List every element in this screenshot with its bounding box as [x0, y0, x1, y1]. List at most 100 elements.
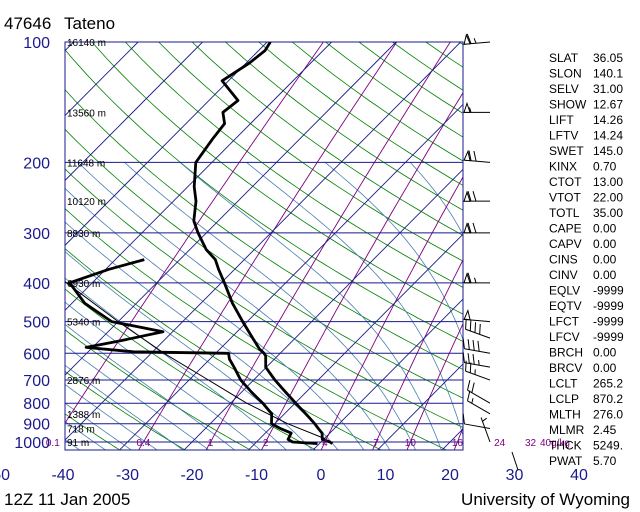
mixing-ratio-label: 40g/kg [540, 438, 570, 449]
index-value: 145.0 [593, 144, 623, 158]
index-value: -9999 [593, 284, 624, 298]
barb-flag [463, 272, 471, 284]
wind-barb [463, 190, 490, 202]
barb-feather [468, 150, 472, 161]
barb-half-feather [478, 360, 480, 366]
barb-feather [473, 150, 477, 162]
pressure-tick-label: 900 [23, 417, 50, 434]
barb-flag [463, 190, 471, 202]
moist-adiabat-line [65, 251, 313, 450]
index-value: 36.05 [593, 51, 623, 65]
barb-feather [469, 362, 472, 373]
index-name: PWAT [549, 454, 583, 468]
height-label: 6930 m [67, 279, 100, 290]
mixing-ratio-label: 2 [263, 438, 269, 449]
mixing-ratio-line [138, 42, 398, 450]
moist-adiabat-line [65, 187, 365, 450]
barb-feather [467, 191, 472, 202]
moist-adiabat-line [65, 421, 107, 450]
isotherm-line [376, 363, 463, 450]
dry-adiabat-line [65, 288, 317, 450]
barb-feather [466, 390, 471, 401]
index-name: CTOT [549, 175, 582, 189]
wind-barb [465, 318, 491, 339]
moist-adiabat-line [65, 301, 262, 450]
temperature-tick-label: 0 [317, 467, 326, 484]
temperature-tick-label: -20 [180, 467, 203, 484]
temperature-tick-label: 40 [570, 467, 588, 484]
pressure-tick-label: 700 [23, 373, 50, 390]
dry-adiabat-line [158, 42, 463, 262]
barb-feather [471, 382, 475, 393]
surface-wind-stub [511, 451, 519, 471]
index-value: 31.00 [593, 82, 623, 96]
wind-barb [463, 101, 490, 113]
mixing-ratio-line [65, 42, 324, 424]
dry-adiabat-line [65, 370, 186, 450]
barb-flag [463, 222, 471, 234]
index-value: 13.00 [593, 175, 623, 189]
dry-adiabat-line [291, 42, 463, 162]
height-label: 11648 m [67, 158, 105, 169]
wind-barb [480, 417, 491, 443]
moist-adiabat-line [324, 162, 463, 341]
wind-barb [465, 360, 491, 381]
isotherm-line [65, 42, 332, 311]
index-name: BRCH [549, 346, 583, 360]
height-label: 91 m [67, 438, 89, 449]
temperature-tick-label: -40 [51, 467, 74, 484]
barb-staff [465, 370, 491, 381]
moist-adiabat-line [179, 162, 442, 450]
moist-adiabat-line [65, 323, 236, 450]
mixing-ratio-line [205, 42, 451, 450]
barb-feather [469, 320, 472, 331]
barb-feather [462, 413, 465, 425]
wind-barb [463, 149, 491, 163]
index-value: 0.00 [593, 222, 617, 236]
pressure-tick-label: 600 [23, 346, 50, 363]
index-name: CAPE [549, 222, 582, 236]
mixing-ratio-label: 16 [452, 438, 464, 449]
index-name: CINV [549, 268, 578, 282]
dry-adiabat-line [65, 168, 463, 428]
barb-staff [480, 417, 491, 443]
station-name: Tateno [64, 14, 115, 33]
temperature-tick-label: 10 [377, 467, 395, 484]
pressure-tick-label: 100 [23, 35, 50, 52]
dry-adiabat-line [65, 248, 383, 450]
height-label: 718 m [67, 424, 95, 435]
index-name: BRCV [549, 361, 582, 375]
index-value: 5.70 [593, 454, 617, 468]
index-value: 870.2 [593, 392, 623, 406]
height-label: 13560 m [67, 108, 106, 119]
barb-feather [467, 222, 472, 233]
dry-adiabat-line [125, 42, 463, 288]
temperature-tick-label: 20 [441, 467, 459, 484]
index-value: 35.00 [593, 206, 623, 220]
mixing-ratio-label: 1 [208, 438, 214, 449]
isotherm-line [65, 42, 139, 117]
barb-staff [464, 423, 491, 429]
barb-feather [472, 353, 475, 365]
barb-flag [463, 101, 471, 113]
mixing-ratio-label: 32 [525, 438, 537, 449]
temperature-tick-label: -10 [245, 467, 268, 484]
pressure-tick-label: 1000 [14, 435, 50, 452]
dry-adiabat-line [65, 49, 463, 342]
barb-staff [467, 400, 491, 415]
isotherm-line [65, 42, 397, 376]
barb-feather [462, 338, 465, 349]
temperature-line [192, 42, 334, 445]
barb-half-feather [469, 107, 472, 113]
index-name: CAPV [549, 237, 582, 251]
index-value: -9999 [593, 315, 624, 329]
mixing-ratio-line [372, 259, 463, 450]
moist-adiabat-line [65, 383, 158, 450]
isotherm-line [183, 168, 463, 450]
height-label: 2876 m [67, 376, 100, 387]
index-value: 0.70 [593, 160, 617, 174]
index-name: LFCT [549, 315, 580, 329]
index-name: SLON [549, 67, 582, 81]
index-value: 265.2 [593, 377, 623, 391]
